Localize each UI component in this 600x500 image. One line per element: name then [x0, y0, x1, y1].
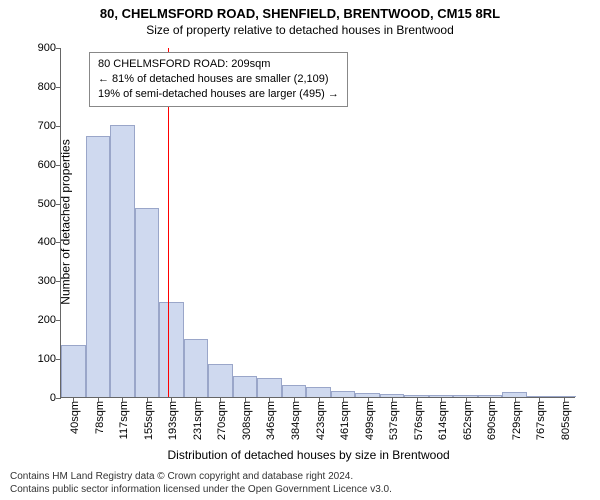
- x-tick-mark: [245, 397, 246, 402]
- histogram-bar: [86, 136, 111, 397]
- histogram-bar: [208, 364, 233, 397]
- x-tick-label: 308sqm: [241, 397, 253, 440]
- histogram-bar: [135, 208, 160, 397]
- y-tick-mark: [56, 126, 61, 127]
- y-axis-label: Number of detached properties: [59, 139, 73, 304]
- x-tick-mark: [564, 397, 565, 402]
- x-tick-label: 767sqm: [535, 397, 547, 440]
- x-tick-label: 384sqm: [290, 397, 302, 440]
- info-box-line: 80 CHELMSFORD ROAD: 209sqm: [98, 57, 339, 72]
- y-tick-mark: [56, 48, 61, 49]
- x-tick-mark: [196, 397, 197, 402]
- x-tick-label: 117sqm: [118, 397, 130, 439]
- x-tick-label: 346sqm: [265, 397, 277, 440]
- x-tick-label: 537sqm: [388, 397, 400, 440]
- x-tick-label: 461sqm: [339, 397, 351, 440]
- x-tick-mark: [368, 397, 369, 402]
- y-tick-mark: [56, 87, 61, 88]
- histogram-bar: [233, 376, 258, 397]
- histogram-bar: [61, 345, 86, 398]
- x-tick-label: 78sqm: [94, 397, 106, 434]
- x-tick-mark: [269, 397, 270, 402]
- x-tick-mark: [122, 397, 123, 402]
- histogram-bar: [184, 339, 209, 397]
- x-tick-mark: [73, 397, 74, 402]
- y-tick-mark: [56, 398, 61, 399]
- x-tick-mark: [171, 397, 172, 402]
- histogram-bar: [282, 385, 307, 397]
- histogram-bar: [257, 378, 282, 397]
- x-tick-mark: [466, 397, 467, 402]
- x-tick-label: 499sqm: [364, 397, 376, 440]
- x-tick-label: 231sqm: [192, 397, 204, 440]
- x-tick-mark: [343, 397, 344, 402]
- x-tick-mark: [539, 397, 540, 402]
- x-tick-label: 690sqm: [486, 397, 498, 440]
- histogram-bar: [110, 125, 135, 397]
- footer-line-1: Contains HM Land Registry data © Crown c…: [10, 471, 392, 484]
- x-tick-label: 40sqm: [69, 397, 81, 434]
- y-tick-mark: [56, 320, 61, 321]
- histogram-bar: [306, 387, 331, 397]
- x-tick-label: 652sqm: [462, 397, 474, 440]
- x-tick-mark: [147, 397, 148, 402]
- chart-title-address: 80, CHELMSFORD ROAD, SHENFIELD, BRENTWOO…: [0, 0, 600, 21]
- footer-line-2: Contains public sector information licen…: [10, 484, 392, 497]
- x-tick-mark: [490, 397, 491, 402]
- chart-plot-area: 010020030040050060070080090040sqm78sqm11…: [60, 48, 575, 398]
- x-tick-mark: [392, 397, 393, 402]
- x-tick-mark: [441, 397, 442, 402]
- histogram-bar: [159, 302, 184, 397]
- x-tick-mark: [294, 397, 295, 402]
- x-axis-label: Distribution of detached houses by size …: [168, 448, 450, 462]
- x-tick-mark: [98, 397, 99, 402]
- x-tick-mark: [319, 397, 320, 402]
- x-tick-label: 193sqm: [167, 397, 179, 440]
- x-tick-mark: [417, 397, 418, 402]
- x-tick-label: 270sqm: [216, 397, 228, 440]
- chart-subtitle: Size of property relative to detached ho…: [0, 21, 600, 37]
- attribution-footer: Contains HM Land Registry data © Crown c…: [10, 471, 392, 496]
- x-tick-label: 805sqm: [560, 397, 572, 440]
- x-tick-label: 729sqm: [511, 397, 523, 440]
- x-tick-mark: [515, 397, 516, 402]
- reference-info-box: 80 CHELMSFORD ROAD: 209sqm← 81% of detac…: [89, 52, 348, 107]
- x-tick-label: 576sqm: [413, 397, 425, 440]
- x-tick-mark: [220, 397, 221, 402]
- x-tick-label: 155sqm: [143, 397, 155, 440]
- info-box-line: 19% of semi-detached houses are larger (…: [98, 87, 339, 102]
- x-tick-label: 614sqm: [437, 397, 449, 440]
- x-tick-label: 423sqm: [315, 397, 327, 440]
- info-box-line: ← 81% of detached houses are smaller (2,…: [98, 72, 339, 87]
